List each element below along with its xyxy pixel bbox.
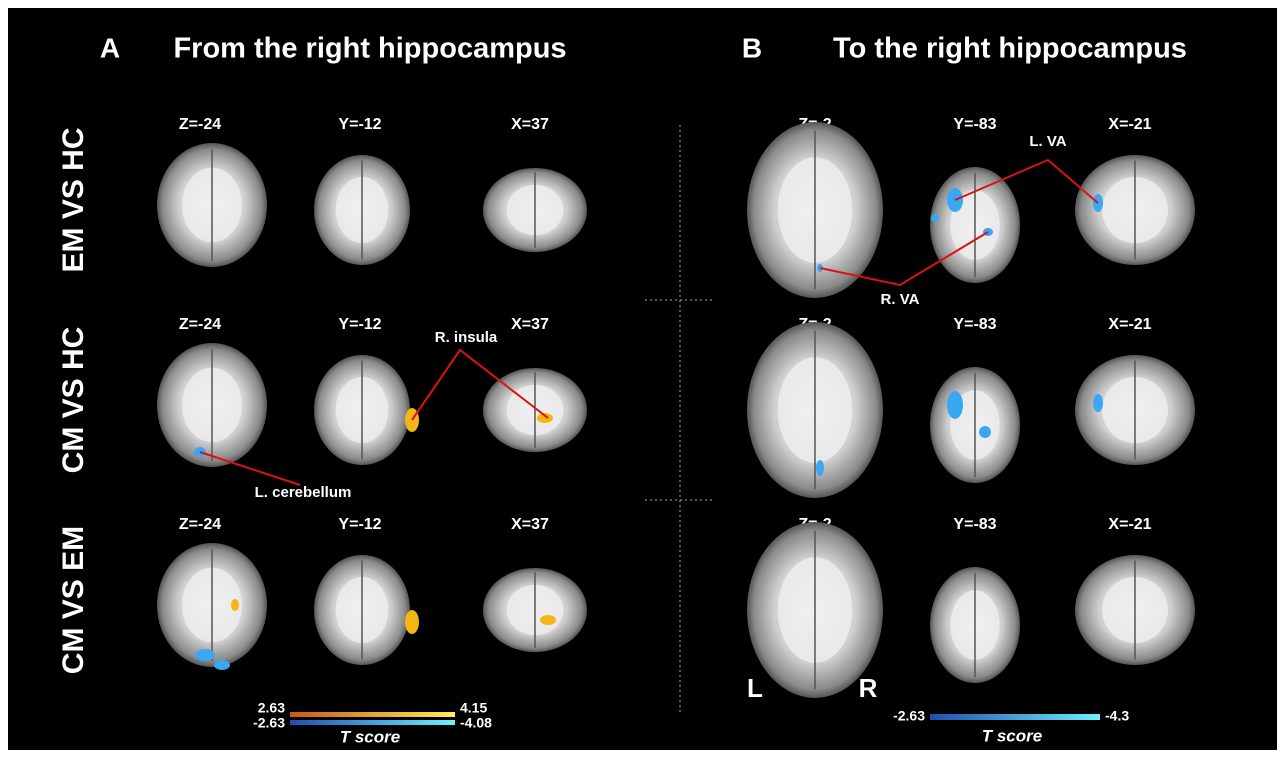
slice-label: X=37	[511, 516, 549, 533]
annotation: L. VA	[1029, 133, 1066, 150]
activation	[947, 391, 963, 419]
slice-label: X=37	[511, 316, 549, 333]
panel-letter: A	[100, 32, 120, 63]
annotation: R. insula	[435, 329, 498, 346]
slice-label: X=-21	[1108, 316, 1151, 333]
colorbar-label: -2.63	[253, 715, 285, 731]
colorbar	[290, 720, 455, 725]
slice-label: Y=-12	[338, 516, 381, 533]
activation	[231, 599, 239, 611]
slice-label: Z=-24	[179, 316, 221, 333]
colorbar-title: T score	[982, 726, 1042, 745]
orientation: R	[859, 673, 878, 703]
activation	[979, 426, 991, 438]
colorbar	[290, 712, 455, 717]
colorbar-title: T score	[340, 727, 400, 746]
orientation: L	[747, 673, 763, 703]
activation	[816, 460, 824, 476]
activation	[405, 610, 419, 634]
colorbar-label: -4.3	[1105, 708, 1129, 724]
colorbar-label: 2.63	[258, 700, 285, 716]
annotation: R. VA	[881, 291, 920, 308]
row-label: CM VS HC	[57, 327, 90, 474]
slice-label: Z=-24	[179, 516, 221, 533]
row-label: CM VS EM	[57, 526, 90, 674]
slice-label: Y=-12	[338, 316, 381, 333]
slice-label: X=-21	[1108, 516, 1151, 533]
slice-label: X=37	[511, 116, 549, 133]
activation	[214, 660, 230, 670]
slice-label: Y=-12	[338, 116, 381, 133]
figure: A From the right hippocampus B To the ri…	[0, 0, 1285, 758]
slice-label: Y=-83	[953, 316, 996, 333]
panel-title: From the right hippocampus	[173, 33, 566, 65]
colorbar	[930, 714, 1100, 720]
slice-label: Z=-24	[179, 116, 221, 133]
activation	[540, 615, 556, 625]
slice-label: Y=-83	[953, 116, 996, 133]
slice-label: Y=-83	[953, 516, 996, 533]
activation	[1093, 394, 1103, 412]
colorbar-label: -2.63	[893, 708, 925, 724]
colorbar-label: -4.08	[460, 715, 492, 731]
panel-letter: B	[742, 32, 762, 63]
slice-label: X=-21	[1108, 116, 1151, 133]
panel-title: To the right hippocampus	[833, 33, 1187, 65]
activation	[195, 649, 215, 661]
activation	[931, 214, 939, 222]
colorbar-label: 4.15	[460, 700, 487, 716]
annotation: L. cerebellum	[255, 484, 352, 501]
row-label: EM VS HC	[57, 127, 90, 272]
